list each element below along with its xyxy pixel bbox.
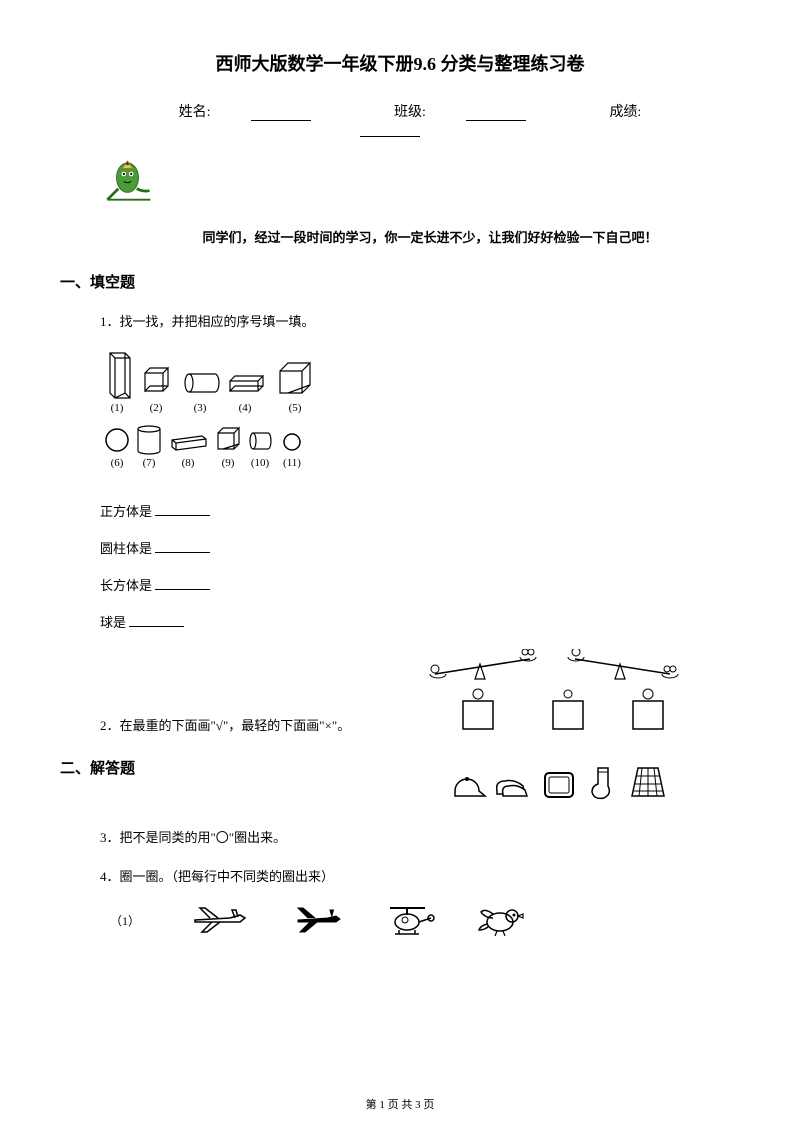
svg-text:(10): (10)	[251, 457, 270, 469]
fill-blank-4[interactable]	[129, 615, 184, 627]
q1-text: 1．找一找，并把相应的序号填一填。	[100, 310, 720, 333]
svg-text:(2): (2)	[150, 402, 163, 414]
svg-text:(11): (11)	[283, 457, 301, 469]
fill-cuboid: 长方体是	[100, 575, 720, 594]
fill-blank-2[interactable]	[155, 541, 210, 553]
encouragement-text: 同学们，经过一段时间的学习，你一定长进不少，让我们好好检验一下自己吧！	[140, 227, 720, 246]
fill-blank-1[interactable]	[155, 504, 210, 516]
class-label: 班级:	[374, 105, 546, 120]
shapes-diagram: (1) (2) (3) (4) (5) (6) (7) (8) (9) (10)…	[100, 348, 720, 483]
fill-cylinder: 圆柱体是	[100, 538, 720, 557]
q3-text: 3．把不是同类的用"〇"圈出来。	[100, 827, 286, 846]
section1-header: 一、填空题	[60, 271, 720, 292]
name-label: 姓名:	[159, 105, 331, 120]
airplane2-icon	[290, 900, 345, 940]
helicopter-icon	[385, 900, 435, 940]
q4-text: 4．圈一圈。（把每行中不同类的圈出来）	[100, 866, 720, 885]
q4-row1-label: （1）	[110, 912, 140, 929]
svg-text:(9): (9)	[222, 457, 235, 469]
page-footer: 第 1 页 共 3 页	[0, 1096, 800, 1112]
q2-text: 2．在最重的下面画"√"，最轻的下面画"×"。	[100, 715, 350, 734]
bird-icon	[475, 900, 525, 940]
fill-cube: 正方体是	[100, 501, 720, 520]
svg-text:(6): (6)	[111, 457, 124, 469]
student-info-row: 姓名: 班级: 成绩:	[80, 101, 720, 137]
clothing-items-diagram	[440, 761, 680, 811]
svg-text:(5): (5)	[289, 402, 302, 414]
page-title: 西师大版数学一年级下册9.6 分类与整理练习卷	[80, 50, 720, 76]
score-blank[interactable]	[360, 123, 420, 137]
balance-scale-diagram	[420, 649, 700, 734]
svg-text:(3): (3)	[194, 402, 207, 414]
fill-blank-3[interactable]	[155, 578, 210, 590]
pencil-mascot-icon	[80, 152, 720, 212]
airplane1-icon	[190, 900, 250, 940]
name-blank[interactable]	[251, 107, 311, 121]
svg-text:(1): (1)	[111, 402, 124, 414]
fill-sphere: 球是	[100, 612, 720, 631]
class-blank[interactable]	[466, 107, 526, 121]
svg-text:(7): (7)	[143, 457, 156, 469]
svg-text:(8): (8)	[182, 457, 195, 469]
svg-text:(4): (4)	[239, 402, 252, 414]
